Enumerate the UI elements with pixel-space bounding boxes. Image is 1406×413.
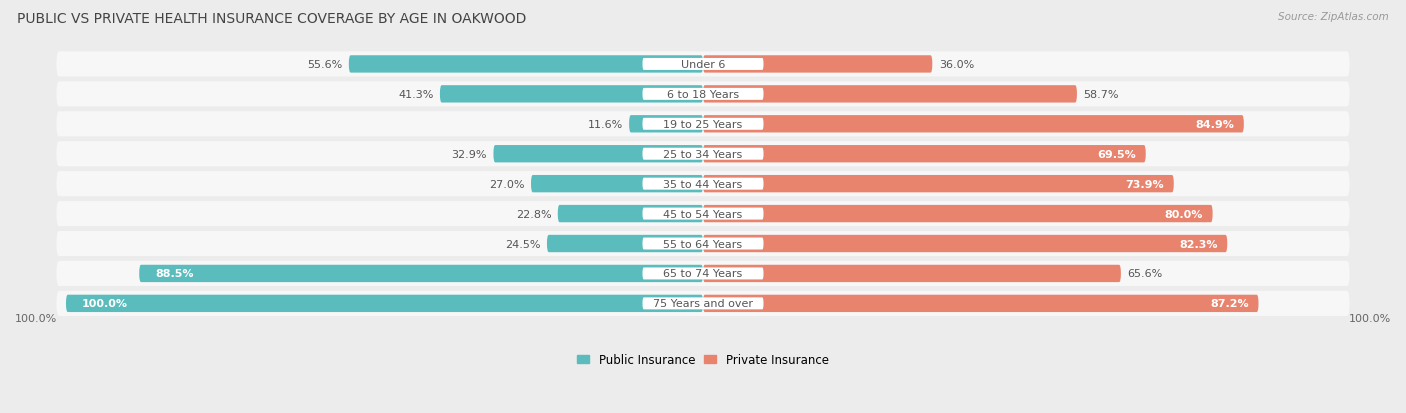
FancyBboxPatch shape	[628, 116, 703, 133]
Text: 75 Years and over: 75 Years and over	[652, 299, 754, 309]
Text: 82.3%: 82.3%	[1180, 239, 1218, 249]
Text: 27.0%: 27.0%	[489, 179, 524, 189]
FancyBboxPatch shape	[139, 265, 703, 282]
FancyBboxPatch shape	[56, 82, 1350, 107]
FancyBboxPatch shape	[703, 176, 1174, 193]
Text: 32.9%: 32.9%	[451, 150, 486, 159]
FancyBboxPatch shape	[56, 291, 1350, 316]
Text: 22.8%: 22.8%	[516, 209, 551, 219]
FancyBboxPatch shape	[643, 238, 763, 250]
FancyBboxPatch shape	[547, 235, 703, 253]
FancyBboxPatch shape	[643, 89, 763, 101]
FancyBboxPatch shape	[703, 295, 1258, 312]
Text: 100.0%: 100.0%	[82, 299, 128, 309]
FancyBboxPatch shape	[531, 176, 703, 193]
Text: 36.0%: 36.0%	[939, 60, 974, 70]
FancyBboxPatch shape	[66, 295, 703, 312]
Legend: Public Insurance, Private Insurance: Public Insurance, Private Insurance	[572, 349, 834, 371]
FancyBboxPatch shape	[56, 261, 1350, 286]
FancyBboxPatch shape	[703, 235, 1227, 253]
FancyBboxPatch shape	[703, 56, 932, 74]
Text: 69.5%: 69.5%	[1098, 150, 1136, 159]
Text: PUBLIC VS PRIVATE HEALTH INSURANCE COVERAGE BY AGE IN OAKWOOD: PUBLIC VS PRIVATE HEALTH INSURANCE COVER…	[17, 12, 526, 26]
Text: 6 to 18 Years: 6 to 18 Years	[666, 90, 740, 100]
FancyBboxPatch shape	[56, 52, 1350, 77]
FancyBboxPatch shape	[56, 172, 1350, 197]
FancyBboxPatch shape	[643, 119, 763, 131]
Text: 87.2%: 87.2%	[1211, 299, 1249, 309]
FancyBboxPatch shape	[643, 208, 763, 220]
Text: 45 to 54 Years: 45 to 54 Years	[664, 209, 742, 219]
FancyBboxPatch shape	[643, 59, 763, 71]
FancyBboxPatch shape	[703, 116, 1244, 133]
FancyBboxPatch shape	[56, 142, 1350, 167]
Text: 80.0%: 80.0%	[1164, 209, 1204, 219]
FancyBboxPatch shape	[558, 205, 703, 223]
Text: 25 to 34 Years: 25 to 34 Years	[664, 150, 742, 159]
Text: 84.9%: 84.9%	[1195, 119, 1234, 130]
Text: 55.6%: 55.6%	[307, 60, 343, 70]
Text: 24.5%: 24.5%	[505, 239, 540, 249]
FancyBboxPatch shape	[56, 202, 1350, 227]
Text: 100.0%: 100.0%	[1348, 313, 1391, 323]
FancyBboxPatch shape	[643, 148, 763, 160]
Text: 58.7%: 58.7%	[1083, 90, 1119, 100]
Text: 11.6%: 11.6%	[588, 119, 623, 130]
FancyBboxPatch shape	[643, 178, 763, 190]
Text: 55 to 64 Years: 55 to 64 Years	[664, 239, 742, 249]
Text: 65.6%: 65.6%	[1128, 269, 1163, 279]
Text: 73.9%: 73.9%	[1126, 179, 1164, 189]
FancyBboxPatch shape	[494, 146, 703, 163]
Text: 100.0%: 100.0%	[15, 313, 58, 323]
FancyBboxPatch shape	[643, 298, 763, 310]
Text: 35 to 44 Years: 35 to 44 Years	[664, 179, 742, 189]
Text: 19 to 25 Years: 19 to 25 Years	[664, 119, 742, 130]
FancyBboxPatch shape	[703, 86, 1077, 103]
Text: 41.3%: 41.3%	[398, 90, 433, 100]
Text: 65 to 74 Years: 65 to 74 Years	[664, 269, 742, 279]
FancyBboxPatch shape	[703, 205, 1212, 223]
FancyBboxPatch shape	[703, 265, 1121, 282]
Text: Under 6: Under 6	[681, 60, 725, 70]
Text: Source: ZipAtlas.com: Source: ZipAtlas.com	[1278, 12, 1389, 22]
FancyBboxPatch shape	[703, 146, 1146, 163]
FancyBboxPatch shape	[643, 268, 763, 280]
FancyBboxPatch shape	[56, 112, 1350, 137]
FancyBboxPatch shape	[56, 231, 1350, 256]
FancyBboxPatch shape	[440, 86, 703, 103]
FancyBboxPatch shape	[349, 56, 703, 74]
Text: 88.5%: 88.5%	[155, 269, 194, 279]
